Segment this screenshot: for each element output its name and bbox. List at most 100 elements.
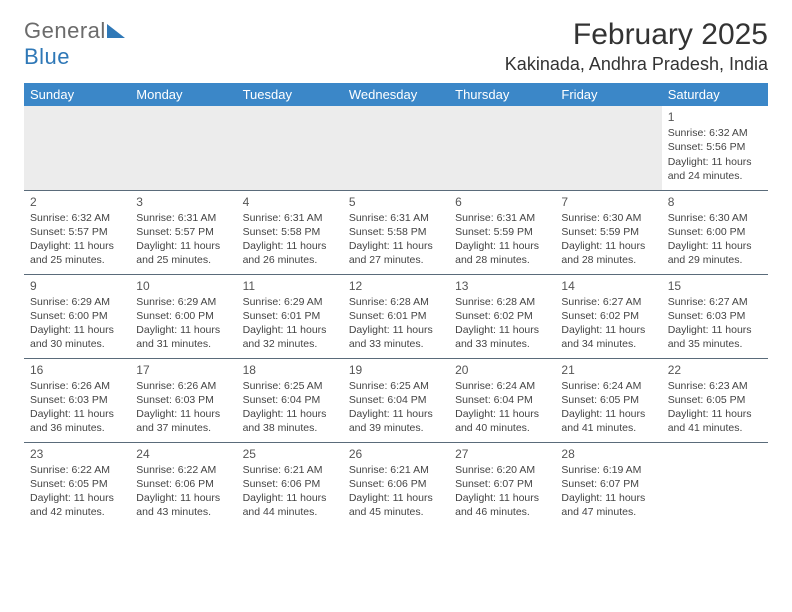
sunset-label: Sunset: [455, 394, 491, 406]
calendar-day: 12Sunrise: 6:28 AMSunset: 6:01 PMDayligh… [343, 274, 449, 358]
calendar-empty [237, 106, 343, 190]
sunset-label: Sunset: [136, 394, 172, 406]
sunrise-label: Sunrise: [243, 296, 282, 308]
sunset-label: Sunset: [455, 310, 491, 322]
day-number: 14 [561, 278, 655, 294]
day-number: 8 [668, 194, 762, 210]
daylight-label: Daylight: [243, 492, 284, 504]
daylight-line: Daylight: 11 hours and 31 minutes. [136, 323, 230, 351]
sunrise-label: Sunrise: [136, 464, 175, 476]
calendar-day: 1Sunrise: 6:32 AMSunset: 5:56 PMDaylight… [662, 106, 768, 190]
daylight-line: Daylight: 11 hours and 45 minutes. [349, 491, 443, 519]
sunset-value: 6:07 PM [600, 478, 639, 490]
calendar-empty [662, 442, 768, 526]
calendar-day: 20Sunrise: 6:24 AMSunset: 6:04 PMDayligh… [449, 358, 555, 442]
daylight-line: Daylight: 11 hours and 37 minutes. [136, 407, 230, 435]
sunset-value: 6:03 PM [69, 394, 108, 406]
sunrise-line: Sunrise: 6:23 AM [668, 379, 762, 393]
calendar-day: 15Sunrise: 6:27 AMSunset: 6:03 PMDayligh… [662, 274, 768, 358]
daylight-line: Daylight: 11 hours and 35 minutes. [668, 323, 762, 351]
sunrise-label: Sunrise: [30, 464, 69, 476]
calendar-day: 5Sunrise: 6:31 AMSunset: 5:58 PMDaylight… [343, 190, 449, 274]
weekday-header: Monday [130, 83, 236, 106]
header: General Blue February 2025 Kakinada, And… [24, 18, 768, 75]
sunset-value: 6:02 PM [494, 310, 533, 322]
daylight-line: Daylight: 11 hours and 47 minutes. [561, 491, 655, 519]
calendar-day: 18Sunrise: 6:25 AMSunset: 6:04 PMDayligh… [237, 358, 343, 442]
sunset-label: Sunset: [136, 478, 172, 490]
daylight-label: Daylight: [668, 156, 709, 168]
day-number: 1 [668, 109, 762, 125]
sunrise-label: Sunrise: [561, 380, 600, 392]
daylight-label: Daylight: [136, 240, 177, 252]
sunrise-value: 6:31 AM [497, 212, 536, 224]
daylight-label: Daylight: [136, 408, 177, 420]
sunset-line: Sunset: 6:04 PM [243, 393, 337, 407]
logo-triangle-icon [107, 24, 125, 38]
sunrise-line: Sunrise: 6:21 AM [349, 463, 443, 477]
sunset-line: Sunset: 6:00 PM [668, 225, 762, 239]
sunrise-value: 6:25 AM [390, 380, 429, 392]
calendar-empty [555, 106, 661, 190]
calendar-empty [449, 106, 555, 190]
sunrise-value: 6:27 AM [603, 296, 642, 308]
sunset-value: 6:07 PM [494, 478, 533, 490]
sunset-line: Sunset: 6:03 PM [668, 309, 762, 323]
calendar-day: 21Sunrise: 6:24 AMSunset: 6:05 PMDayligh… [555, 358, 661, 442]
sunset-line: Sunset: 6:03 PM [136, 393, 230, 407]
day-number: 19 [349, 362, 443, 378]
daylight-label: Daylight: [349, 240, 390, 252]
sunset-value: 6:06 PM [175, 478, 214, 490]
calendar-day: 2Sunrise: 6:32 AMSunset: 5:57 PMDaylight… [24, 190, 130, 274]
sunset-value: 5:57 PM [175, 226, 214, 238]
calendar-day: 13Sunrise: 6:28 AMSunset: 6:02 PMDayligh… [449, 274, 555, 358]
calendar-empty [24, 106, 130, 190]
calendar-day: 19Sunrise: 6:25 AMSunset: 6:04 PMDayligh… [343, 358, 449, 442]
sunrise-line: Sunrise: 6:30 AM [668, 211, 762, 225]
sunrise-line: Sunrise: 6:21 AM [243, 463, 337, 477]
calendar-day: 22Sunrise: 6:23 AMSunset: 6:05 PMDayligh… [662, 358, 768, 442]
sunrise-label: Sunrise: [668, 380, 707, 392]
sunrise-value: 6:31 AM [284, 212, 323, 224]
calendar-day: 24Sunrise: 6:22 AMSunset: 6:06 PMDayligh… [130, 442, 236, 526]
sunset-line: Sunset: 6:05 PM [30, 477, 124, 491]
daylight-label: Daylight: [561, 324, 602, 336]
sunset-line: Sunset: 6:06 PM [349, 477, 443, 491]
sunrise-line: Sunrise: 6:27 AM [561, 295, 655, 309]
sunset-line: Sunset: 6:04 PM [455, 393, 549, 407]
calendar-table: SundayMondayTuesdayWednesdayThursdayFrid… [24, 83, 768, 526]
sunrise-label: Sunrise: [668, 212, 707, 224]
daylight-line: Daylight: 11 hours and 40 minutes. [455, 407, 549, 435]
sunset-value: 5:57 PM [69, 226, 108, 238]
sunrise-line: Sunrise: 6:24 AM [455, 379, 549, 393]
daylight-label: Daylight: [349, 324, 390, 336]
sunrise-value: 6:19 AM [603, 464, 642, 476]
sunset-label: Sunset: [349, 478, 385, 490]
logo-word1: General [24, 18, 106, 43]
sunrise-line: Sunrise: 6:27 AM [668, 295, 762, 309]
sunrise-line: Sunrise: 6:32 AM [668, 126, 762, 140]
calendar-empty [343, 106, 449, 190]
day-number: 24 [136, 446, 230, 462]
daylight-label: Daylight: [455, 408, 496, 420]
day-number: 13 [455, 278, 549, 294]
calendar-day: 9Sunrise: 6:29 AMSunset: 6:00 PMDaylight… [24, 274, 130, 358]
sunrise-value: 6:23 AM [709, 380, 748, 392]
sunset-label: Sunset: [243, 478, 279, 490]
sunset-label: Sunset: [136, 310, 172, 322]
daylight-line: Daylight: 11 hours and 26 minutes. [243, 239, 337, 267]
sunrise-label: Sunrise: [668, 127, 707, 139]
sunset-label: Sunset: [561, 394, 597, 406]
sunset-label: Sunset: [668, 310, 704, 322]
daylight-line: Daylight: 11 hours and 30 minutes. [30, 323, 124, 351]
day-number: 17 [136, 362, 230, 378]
day-number: 26 [349, 446, 443, 462]
sunrise-value: 6:29 AM [284, 296, 323, 308]
weekday-header: Sunday [24, 83, 130, 106]
day-number: 10 [136, 278, 230, 294]
sunset-line: Sunset: 6:03 PM [30, 393, 124, 407]
sunrise-line: Sunrise: 6:28 AM [349, 295, 443, 309]
sunset-value: 6:05 PM [69, 478, 108, 490]
daylight-label: Daylight: [136, 324, 177, 336]
sunset-line: Sunset: 5:58 PM [349, 225, 443, 239]
